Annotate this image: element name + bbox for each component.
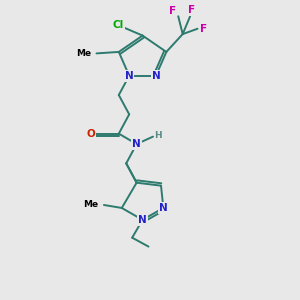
Text: Me: Me [76,49,91,58]
Text: N: N [138,215,147,225]
Text: H: H [154,130,162,140]
Text: F: F [200,24,207,34]
Text: F: F [169,6,176,16]
Text: F: F [188,5,195,15]
Text: N: N [125,71,134,81]
Text: Cl: Cl [112,20,124,30]
Text: Me: Me [83,200,99,209]
Text: N: N [159,203,168,213]
Text: N: N [132,139,141,149]
Text: N: N [152,71,160,81]
Text: O: O [86,129,95,139]
